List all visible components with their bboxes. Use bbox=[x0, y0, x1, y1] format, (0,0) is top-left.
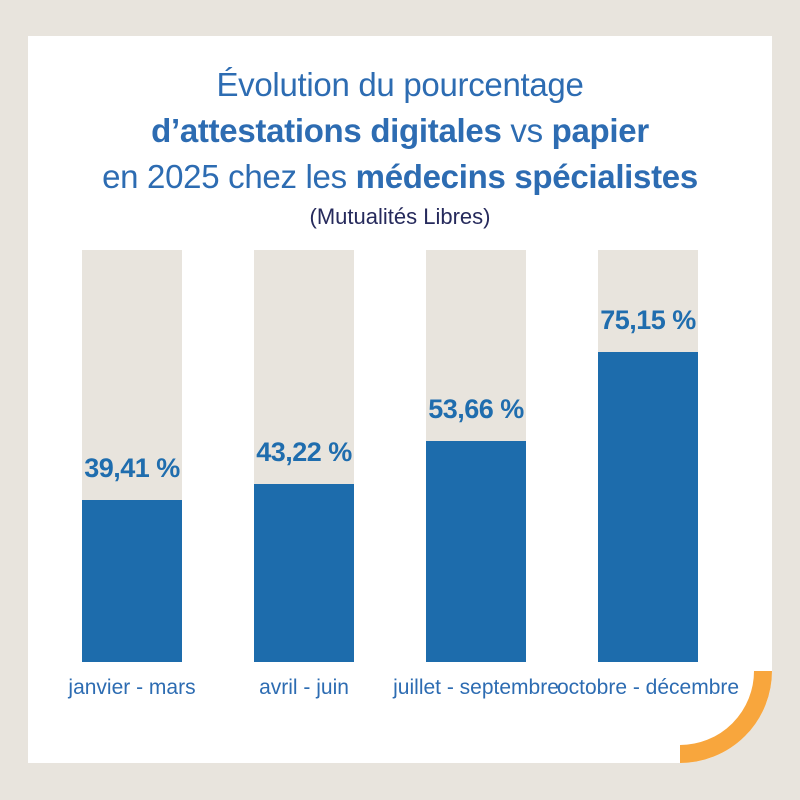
bar-group: 39,41 % janvier - mars bbox=[68, 250, 196, 730]
bar-track-paper: 75,15 % bbox=[598, 250, 698, 662]
title-line-3: en 2025 chez les médecins spécialistes bbox=[28, 154, 772, 200]
title-line1-text: Évolution du pourcentage bbox=[216, 66, 584, 103]
title-specialistes-bold: médecins spécialistes bbox=[355, 158, 699, 195]
bar-track-paper: 43,22 % bbox=[254, 250, 354, 662]
bar-group: 53,66 % juillet - septembre bbox=[393, 250, 559, 730]
bar-category-label: avril - juin bbox=[259, 676, 349, 699]
title-papier-bold: papier bbox=[551, 112, 650, 149]
bar-value-label: 75,15 % bbox=[600, 305, 696, 335]
bar-chart: 39,41 % janvier - mars 43,22 % avril - juin… bbox=[68, 250, 739, 730]
bar-track-paper: 39,41 % bbox=[82, 250, 182, 662]
bar-fill-digital bbox=[598, 352, 698, 662]
bar-group: 75,15 % octobre - décembre bbox=[557, 250, 739, 730]
bar-value-label: 43,22 % bbox=[256, 437, 352, 467]
bar-category-label: janvier - mars bbox=[68, 676, 196, 699]
bar-track-paper: 53,66 % bbox=[426, 250, 526, 662]
bar-value-label: 39,41 % bbox=[84, 453, 180, 483]
chart-subtitle: (Mutualités Libres) bbox=[309, 204, 491, 229]
bar-category-label: juillet - septembre bbox=[393, 676, 559, 699]
chart-title: Évolution du pourcentage d’attestations … bbox=[28, 62, 772, 200]
bar-value-label: 53,66 % bbox=[428, 394, 524, 424]
title-vs-text: vs bbox=[501, 112, 552, 149]
bar-fill-digital bbox=[254, 484, 354, 662]
title-digitales-bold: d’attestations digitales bbox=[151, 112, 502, 149]
bar-category-label: octobre - décembre bbox=[556, 676, 740, 699]
bar-fill-digital bbox=[426, 441, 526, 662]
bar-group: 43,22 % avril - juin bbox=[254, 250, 354, 730]
bar-fill-digital bbox=[82, 500, 182, 662]
infographic-card: Évolution du pourcentage d’attestations … bbox=[28, 36, 772, 763]
title-line-1: Évolution du pourcentage bbox=[28, 62, 772, 108]
title-line-2: d’attestations digitales vs papier bbox=[28, 108, 772, 154]
title-line3-regular: en 2025 chez les bbox=[102, 158, 356, 195]
